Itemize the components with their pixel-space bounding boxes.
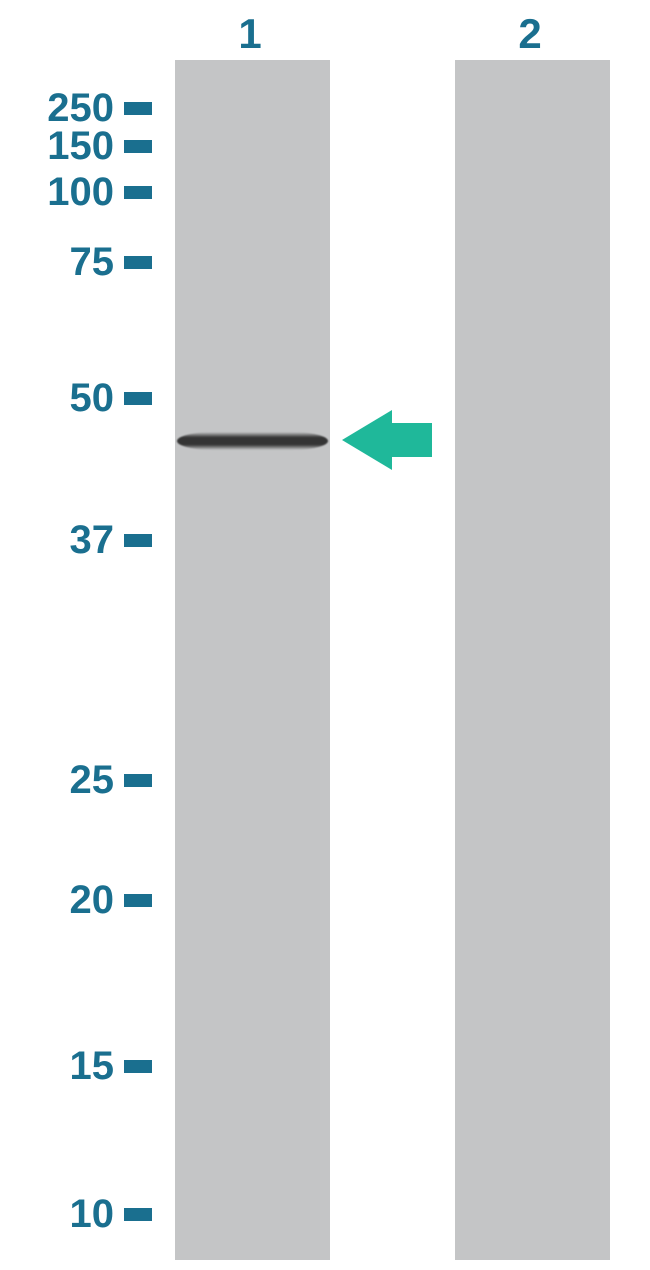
- mw-marker-tick: [124, 534, 152, 547]
- mw-marker-tick: [124, 256, 152, 269]
- lane-header-1: 1: [160, 10, 340, 58]
- mw-marker-label: 15: [30, 1044, 114, 1089]
- mw-marker-tick: [124, 186, 152, 199]
- mw-marker: 100: [30, 172, 152, 212]
- lane-header-1-label: 1: [238, 10, 261, 57]
- mw-marker-label: 100: [30, 170, 114, 215]
- mw-marker-label: 20: [30, 878, 114, 923]
- mw-marker: 37: [30, 520, 152, 560]
- mw-marker: 75: [30, 242, 152, 282]
- mw-marker-label: 50: [30, 376, 114, 421]
- mw-marker-label: 150: [30, 124, 114, 169]
- mw-marker-label: 75: [30, 240, 114, 285]
- mw-marker: 250: [30, 88, 152, 128]
- lane-header-2-label: 2: [518, 10, 541, 57]
- mw-marker: 50: [30, 378, 152, 418]
- lane-header-2: 2: [440, 10, 620, 58]
- mw-marker-label: 10: [30, 1192, 114, 1237]
- mw-marker-tick: [124, 392, 152, 405]
- mw-marker: 25: [30, 760, 152, 800]
- mw-marker: 10: [30, 1194, 152, 1234]
- mw-marker-tick: [124, 140, 152, 153]
- mw-marker-tick: [124, 894, 152, 907]
- arrow-stem: [390, 423, 432, 457]
- mw-marker-tick: [124, 102, 152, 115]
- lane-2: [455, 60, 610, 1260]
- mw-marker-tick: [124, 774, 152, 787]
- blot-container: 1 2 250150100 75 50 37 25 20 15 10: [0, 0, 650, 1270]
- mw-marker: 150: [30, 126, 152, 166]
- arrow-head-icon: [342, 410, 392, 470]
- mw-marker: 20: [30, 880, 152, 920]
- mw-marker-label: 25: [30, 758, 114, 803]
- mw-marker-tick: [124, 1208, 152, 1221]
- mw-marker-tick: [124, 1060, 152, 1073]
- protein-band: [177, 432, 328, 450]
- mw-marker-label: 37: [30, 518, 114, 563]
- mw-marker: 15: [30, 1046, 152, 1086]
- lane-1: [175, 60, 330, 1260]
